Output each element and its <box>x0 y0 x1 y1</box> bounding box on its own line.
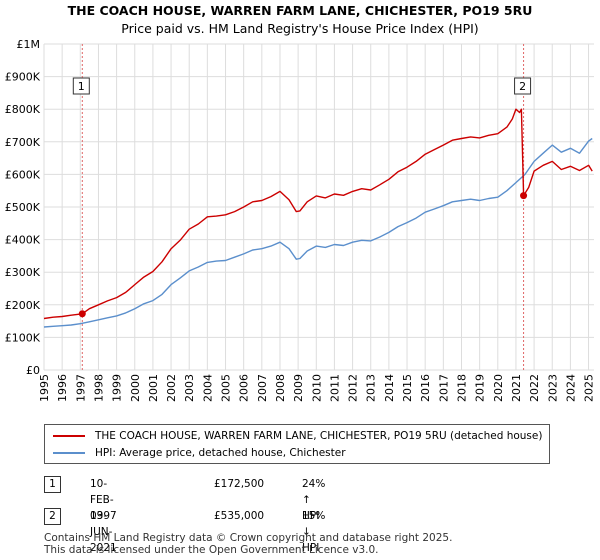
x-tick-label: 1995 <box>38 374 51 402</box>
x-tick-label: 2018 <box>455 374 468 402</box>
y-tick-label: £700K <box>5 136 41 149</box>
chart-title-block: THE COACH HOUSE, WARREN FARM LANE, CHICH… <box>0 2 600 38</box>
transaction-hpi: 15% ↓ HPI <box>302 510 326 554</box>
footer-copyright: Contains HM Land Registry data © Crown c… <box>44 532 453 544</box>
y-tick-label: £1M <box>17 38 41 51</box>
sale-marker-box <box>72 77 90 95</box>
x-tick-label: 2025 <box>583 374 596 402</box>
x-tick-label: 2017 <box>437 374 450 402</box>
x-tick-label: 1999 <box>111 374 124 402</box>
legend-label-property: THE COACH HOUSE, WARREN FARM LANE, CHICH… <box>95 430 543 442</box>
chart-subtitle: Price paid vs. HM Land Registry's House … <box>121 21 479 36</box>
legend-label-hpi: HPI: Average price, detached house, Chic… <box>95 447 346 459</box>
y-tick-label: £100K <box>5 331 41 344</box>
y-tick-label: £300K <box>5 266 41 279</box>
x-tick-label: 2024 <box>564 374 577 402</box>
x-tick-label: 2015 <box>401 374 414 402</box>
x-tick-label: 2000 <box>129 374 142 402</box>
x-tick-label: 2022 <box>528 374 541 402</box>
sale-point <box>78 310 86 318</box>
sale-marker-label: 2 <box>519 80 526 93</box>
property-price-line <box>43 108 593 320</box>
x-tick-label: 2016 <box>419 374 432 402</box>
price-chart: £0 £100K £200K £300K £400K £500K £600K £700K £80… <box>5 38 596 402</box>
y-tick-label: £500K <box>5 201 41 214</box>
y-tick-label: £200K <box>5 299 41 312</box>
y-tick-label: £400K <box>5 234 41 247</box>
x-tick-label: 2012 <box>347 374 360 402</box>
x-tick-label: 1996 <box>56 374 69 402</box>
y-tick-label: £800K <box>5 103 41 116</box>
x-tick-label: 2013 <box>365 374 378 402</box>
hpi-line <box>43 137 593 328</box>
chart-title: THE COACH HOUSE, WARREN FARM LANE, CHICH… <box>67 3 533 18</box>
legend-swatch-hpi <box>53 452 85 454</box>
footer: Contains HM Land Registry data © Crown c… <box>44 532 452 556</box>
x-tick-label: 2008 <box>274 374 287 402</box>
footer-licence: This data is licensed under the Open Gov… <box>44 544 379 556</box>
x-tick-label: 2014 <box>383 374 396 402</box>
x-tick-label: 2011 <box>328 374 341 402</box>
x-tick-label: 2001 <box>147 374 160 402</box>
x-tick-label: 2009 <box>292 374 305 402</box>
transaction-date: 03-JUN-2021 <box>90 510 117 554</box>
x-tick-label: 2005 <box>220 374 233 402</box>
x-tick-label: 2021 <box>510 374 523 402</box>
legend-item-hpi: HPI: Average price, detached house, Chic… <box>53 445 346 461</box>
x-tick-label: 2010 <box>310 374 323 402</box>
x-tick-label: 2023 <box>546 374 559 402</box>
transaction-hpi: 24% ↑ HPI <box>302 478 326 522</box>
x-tick-label: 2002 <box>165 374 178 402</box>
transaction-date: 10-FEB-1997 <box>90 478 117 522</box>
transaction-number: 1 <box>44 476 61 493</box>
y-tick-label: £600K <box>5 168 41 181</box>
legend-item-property: THE COACH HOUSE, WARREN FARM LANE, CHICH… <box>53 428 542 444</box>
x-tick-label: 2020 <box>492 374 505 402</box>
sale-marker-label: 1 <box>78 80 85 93</box>
transaction-price: £535,000 <box>214 510 265 522</box>
x-tick-label: 2006 <box>238 374 251 402</box>
x-tick-label: 2019 <box>474 374 487 402</box>
x-tick-label: 1997 <box>74 374 87 402</box>
x-tick-label: 2003 <box>183 374 196 402</box>
y-tick-label: £0 <box>26 364 40 377</box>
legend: THE COACH HOUSE, WARREN FARM LANE, CHICH… <box>44 424 550 464</box>
legend-swatch-property <box>53 435 85 437</box>
x-tick-label: 2004 <box>201 374 214 402</box>
transaction-price: £172,500 <box>214 478 265 490</box>
y-tick-label: £900K <box>5 71 41 84</box>
sale-marker-box <box>514 77 532 95</box>
x-tick-label: 1998 <box>92 374 105 402</box>
sale-point <box>520 192 528 200</box>
transaction-number: 2 <box>44 508 61 525</box>
x-tick-label: 2007 <box>256 374 269 402</box>
